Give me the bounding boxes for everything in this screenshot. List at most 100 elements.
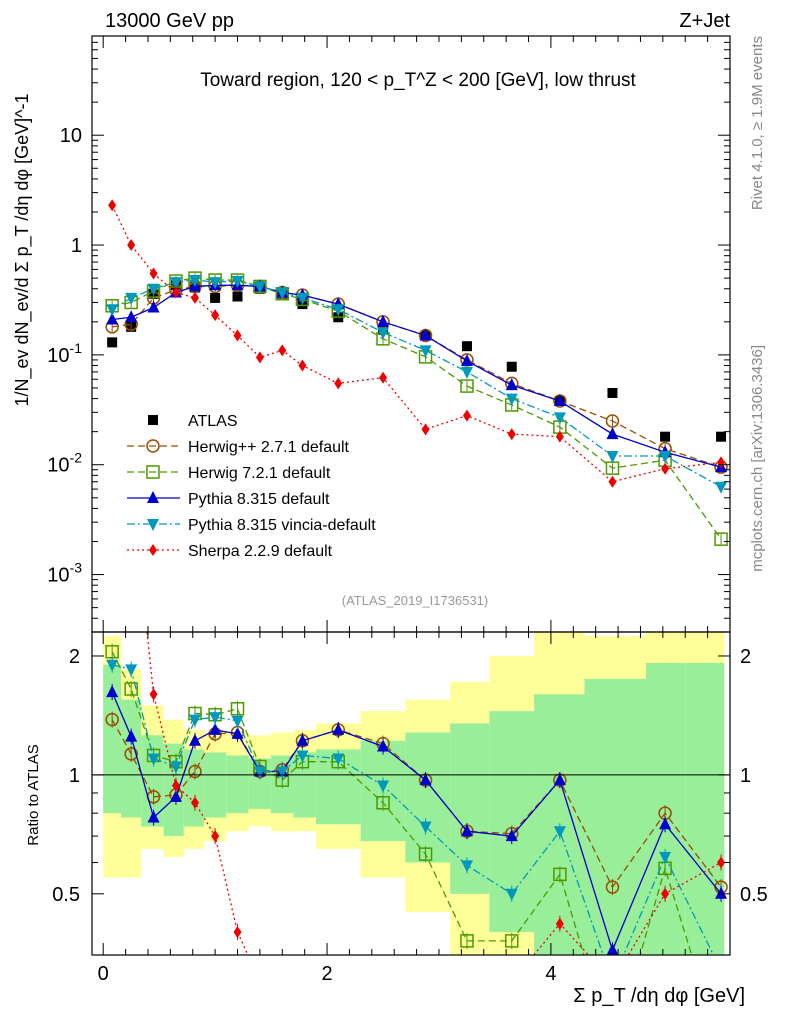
band-inner bbox=[646, 662, 686, 955]
sherpa-2-2-9-default-ratio-point bbox=[149, 688, 158, 701]
band-inner bbox=[226, 755, 249, 814]
pythia-8-315-vincia-default-point bbox=[419, 345, 432, 358]
sherpa-2-2-9-default-point bbox=[661, 462, 670, 475]
pythia-8-315-vincia-default-ratio-point bbox=[106, 659, 119, 672]
ratio-tick-label: 2 bbox=[69, 646, 80, 668]
y-tick-label: 10-3 bbox=[47, 560, 82, 587]
pythia-8-315-default-ratio-point bbox=[715, 886, 728, 899]
herwig-7-2-1-default-point bbox=[460, 379, 474, 393]
pythia-8-315-vincia-default-ratio-point bbox=[276, 766, 289, 779]
process-label: Z+Jet bbox=[679, 10, 730, 32]
legend-label: Herwig++ 2.7.1 default bbox=[188, 439, 350, 456]
legend-marker bbox=[146, 439, 160, 453]
pythia-8-315-default-ratio-point bbox=[188, 733, 201, 746]
ratio-y-axis-label: Ratio to ATLAS bbox=[25, 744, 42, 845]
herwig-7-2-1-default-ratio-point bbox=[504, 934, 519, 948]
sherpa-2-2-9-default-ratio-point bbox=[233, 926, 242, 939]
pythia-8-315-vincia-default-point bbox=[606, 451, 619, 464]
band-inner bbox=[450, 723, 490, 894]
pythia-8-315-default-ratio-point bbox=[606, 943, 619, 955]
legend-marker bbox=[147, 491, 159, 503]
pythia-8-315-vincia-default-point bbox=[332, 304, 345, 317]
sherpa-2-2-9-default-point bbox=[462, 409, 471, 422]
y-tick-label: 1 bbox=[71, 235, 82, 257]
main-plot bbox=[105, 199, 728, 546]
sherpa-2-2-9-default-point bbox=[608, 475, 617, 488]
ratio-tick-label: 0.5 bbox=[52, 884, 80, 906]
sherpa-2-2-9-default-ratio-point bbox=[661, 887, 670, 900]
pythia-8-315-default-ratio-point bbox=[209, 722, 222, 735]
ratio-tick-label-right: 2 bbox=[740, 646, 751, 668]
rivet-version: Rivet 4.1.0, ≥ 1.9M events bbox=[749, 36, 766, 210]
sherpa-2-2-9-default-point bbox=[421, 423, 430, 436]
pythia-8-315-vincia-default-point bbox=[715, 481, 728, 494]
atlas-point bbox=[461, 341, 472, 352]
x-axis-label: Σ p_T /dη dφ [GeV] bbox=[573, 985, 745, 1007]
legend-label: Sherpa 2.2.9 default bbox=[188, 543, 333, 560]
pythia-8-315-default-ratio-point bbox=[231, 726, 244, 739]
herwig-2-7-1-default-point bbox=[605, 414, 620, 428]
herwig-7-2-1-default-ratio-point bbox=[124, 682, 138, 696]
sherpa-2-2-9-default-point bbox=[298, 359, 307, 372]
pythia-8-315-default-ratio-point bbox=[460, 824, 473, 837]
legend-label: Pythia 8.315 vincia-default bbox=[188, 517, 376, 534]
legend-label: Herwig 7.2.1 default bbox=[188, 465, 331, 482]
sherpa-2-2-9-default-point bbox=[171, 286, 180, 299]
y-axis-label: 1/N_ev dN_ev/d Σ p_T /dη dφ [GeV]^-1 bbox=[12, 93, 33, 406]
atlas-point bbox=[210, 292, 221, 303]
pythia-8-315-vincia-default-point bbox=[377, 327, 390, 340]
pythia-8-315-default-ratio-point bbox=[659, 817, 672, 830]
pythia-8-315-default-point bbox=[419, 328, 432, 341]
pythia-8-315-default-point bbox=[606, 427, 619, 440]
pythia-8-315-vincia-default-point bbox=[169, 277, 182, 290]
herwig-7-2-1-default-ratio-point bbox=[553, 867, 567, 882]
plot-frames: 0 2 4 10-3 10-2 10-1 1 10 0.5 0.5 1 1 2 2 bbox=[47, 35, 768, 985]
pythia-8-315-default-point bbox=[147, 300, 160, 313]
pythia-8-315-vincia-default-ratio-point bbox=[460, 860, 473, 873]
pythia-8-315-vincia-default-point bbox=[296, 292, 309, 305]
pythia-8-315-vincia-default-point bbox=[188, 275, 201, 288]
pythia-8-315-vincia-default-point bbox=[505, 393, 518, 406]
pythia-8-315-vincia-default-point bbox=[460, 366, 473, 379]
y-tick-label: 10 bbox=[60, 125, 82, 147]
pythia-8-315-vincia-default-ratio-point bbox=[296, 750, 309, 763]
pythia-8-315-vincia-default-point bbox=[553, 412, 566, 425]
atlas-point bbox=[232, 291, 243, 302]
pythia-8-315-vincia-default-ratio-point bbox=[125, 664, 138, 677]
pythia-8-315-vincia-default-point bbox=[147, 283, 160, 296]
pythia-8-315-default-ratio-point bbox=[296, 733, 309, 746]
x-tick-label: 2 bbox=[321, 963, 332, 985]
herwig-7-2-1-default-ratio-point bbox=[418, 847, 433, 861]
pythia-8-315-default-point bbox=[460, 353, 473, 366]
pythia-8-315-vincia-default-ratio-point bbox=[188, 714, 201, 727]
band-inner bbox=[685, 662, 725, 955]
sherpa-2-2-9-default-point bbox=[717, 456, 726, 469]
pythia-8-315-default-point bbox=[505, 378, 518, 391]
legend-label-atlas: ATLAS bbox=[188, 413, 238, 430]
chart-title: Toward region, 120 < p_T^Z < 200 [GeV], … bbox=[200, 70, 636, 91]
pythia-8-315-default-ratio-point bbox=[419, 773, 432, 786]
sherpa-2-2-9-default-point bbox=[379, 371, 388, 384]
x-tick-label: 4 bbox=[545, 963, 556, 985]
sherpa-2-2-9-default-ratio-point bbox=[555, 917, 564, 930]
pythia-8-315-default-ratio-point bbox=[505, 829, 518, 842]
pythia-8-315-default-ratio-point bbox=[106, 685, 119, 698]
atlas-point bbox=[506, 361, 517, 372]
herwig-2-7-1-default-ratio-point bbox=[105, 712, 119, 727]
pythia-8-315-default-point bbox=[106, 312, 119, 325]
sherpa-2-2-9-default-point bbox=[108, 199, 117, 212]
sherpa-2-2-9-default-ratio-point bbox=[211, 830, 220, 843]
pythia-8-315-default-ratio-point bbox=[125, 729, 138, 742]
pythia-8-315-default-ratio-point bbox=[377, 739, 390, 752]
mcplots-ref: mcplots.cern.ch [arXiv:1306.3436] bbox=[749, 345, 766, 572]
atlas-point bbox=[660, 431, 671, 442]
band-inner bbox=[293, 752, 316, 818]
sherpa-2-2-9-default-point bbox=[211, 309, 220, 322]
band-inner bbox=[584, 678, 647, 955]
y-tick-label: 10-1 bbox=[47, 340, 82, 367]
pythia-8-315-default-ratio-point bbox=[169, 789, 182, 802]
sherpa-2-2-9-default-point bbox=[127, 239, 136, 252]
sherpa-2-2-9-default-ratio-point bbox=[190, 796, 199, 809]
x-tick-label: 0 bbox=[98, 963, 109, 985]
